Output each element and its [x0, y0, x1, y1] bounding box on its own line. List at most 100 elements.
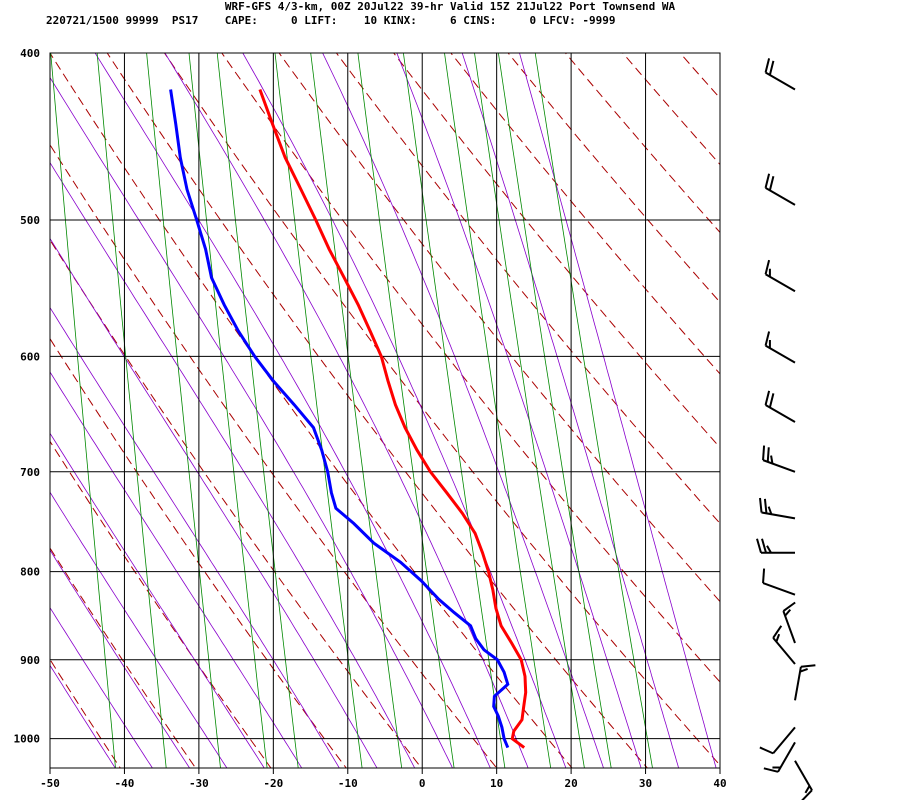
thermo-background — [50, 15, 900, 783]
wind-barb-feather — [756, 538, 762, 554]
dry-adiabat — [50, 53, 573, 768]
mixing-ratio-line — [96, 53, 167, 768]
pressure-tick-label: 600 — [20, 350, 40, 363]
wind-barb-feather — [800, 664, 816, 668]
pressure-tick-label: 700 — [20, 466, 40, 479]
dry-adiabat — [278, 53, 720, 603]
moist-adiabat — [519, 53, 717, 768]
mixing-ratio-line — [444, 53, 552, 768]
temperature-tick-label: 10 — [490, 777, 503, 790]
wind-barb-staff — [765, 404, 796, 423]
grid — [50, 53, 720, 768]
wind-barb-feather — [764, 331, 771, 346]
chart-title: WRF-GFS 4/3-km, 00Z 20Jul22 39-hr Valid … — [224, 0, 676, 13]
mixing-ratio-line — [534, 53, 653, 768]
moist-adiabat — [461, 53, 680, 768]
wind-barb-feather — [764, 390, 771, 406]
wind-barb-staff — [765, 186, 796, 206]
moist-adiabat — [50, 491, 228, 768]
dry-adiabat — [816, 15, 900, 783]
moist-adiabat — [50, 76, 453, 768]
moist-adiabat — [50, 432, 265, 768]
wind-barb-feather — [763, 498, 768, 514]
wind-barb — [782, 601, 796, 644]
wind-barb — [756, 538, 795, 554]
wind-barb-staff — [777, 741, 796, 773]
dry-adiabat — [163, 53, 720, 766]
wind-barb — [764, 331, 796, 364]
wind-barb-feather — [762, 445, 766, 461]
mixing-ratio-line — [497, 53, 612, 768]
dry-adiabat — [679, 53, 720, 99]
wind-barb-feather — [801, 789, 813, 800]
mixing-ratio-line — [188, 53, 268, 768]
wind-barb-feather — [759, 497, 763, 513]
mixing-ratio-line — [216, 53, 299, 768]
dry-adiabat — [760, 15, 900, 783]
dry-adiabat — [106, 53, 648, 768]
wind-barb-staff — [762, 459, 796, 473]
mixing-ratio-line — [146, 53, 221, 768]
wind-barb-staff — [794, 760, 813, 791]
dry-adiabat — [50, 547, 197, 768]
wind-barb-feather — [804, 785, 811, 794]
wind-barb-feather — [767, 506, 773, 515]
pressure-tick-label: 1000 — [14, 733, 41, 746]
temperature-tick-label: -10 — [338, 777, 358, 790]
wind-barb-feather — [764, 173, 771, 189]
temperature-tick-label: 30 — [639, 777, 652, 790]
dry-adiabat — [50, 658, 121, 768]
temperature-tick-label: 40 — [713, 777, 726, 790]
wind-barb-feather — [766, 447, 770, 462]
plot-frame — [49, 52, 721, 769]
wind-barb-feather — [768, 393, 775, 408]
pressure-axis: 400 500 600 700 800 900 1000 — [14, 47, 41, 746]
wind-barb — [794, 760, 813, 800]
moist-adiabat — [164, 53, 529, 768]
wind-barb-feather — [763, 767, 779, 773]
wind-barb-feather — [766, 545, 772, 554]
dry-adiabat — [450, 53, 720, 375]
dry-adiabat — [622, 53, 720, 166]
stability-indices: 220721/1500 99999 PS17 CAPE: 0 LIFT: 10 … — [46, 14, 616, 27]
profiles — [169, 88, 528, 749]
wind-barb — [764, 173, 796, 206]
dry-adiabat — [50, 239, 423, 768]
wind-barb-staff — [762, 582, 796, 596]
wind-barb-feather — [770, 455, 774, 464]
wind-barb-staff — [765, 344, 796, 364]
dry-adiabat — [50, 337, 347, 768]
mixing-ratio-line — [50, 53, 116, 768]
dry-adiabat — [335, 53, 720, 525]
wind-barb-feather — [764, 58, 771, 73]
temperature-tick-label: -40 — [115, 777, 135, 790]
wind-barb-staff — [765, 273, 796, 293]
wind-barb — [764, 58, 796, 91]
wind-barb-feather — [768, 175, 775, 191]
wind-barb-staff — [782, 610, 796, 644]
wind-barb-staff — [765, 71, 796, 91]
moist-adiabat — [50, 664, 116, 768]
pressure-tick-label: 900 — [20, 654, 40, 667]
pressure-tick-label: 500 — [20, 214, 40, 227]
wind-barb-feather — [799, 668, 808, 673]
pressure-tick-label: 800 — [20, 566, 40, 579]
mixing-ratio-line — [310, 53, 403, 768]
wind-barb-staff — [794, 666, 802, 701]
temperature-tick-label: -50 — [40, 777, 60, 790]
dry-adiabat — [221, 53, 720, 683]
wind-barb-staff — [772, 726, 796, 755]
wind-barb — [763, 741, 796, 773]
moist-adiabat — [50, 306, 340, 768]
wind-barb — [759, 726, 796, 755]
dry-adiabat — [393, 53, 720, 449]
wind-barb-staff — [772, 637, 796, 665]
moist-adiabat — [50, 237, 378, 768]
dry-adiabat — [564, 53, 720, 234]
wind-barb — [764, 259, 796, 293]
wind-barb-feather — [761, 538, 767, 554]
wind-barb-feather — [772, 625, 783, 639]
moist-adiabat — [322, 53, 604, 768]
dry-adiabat — [507, 53, 720, 303]
